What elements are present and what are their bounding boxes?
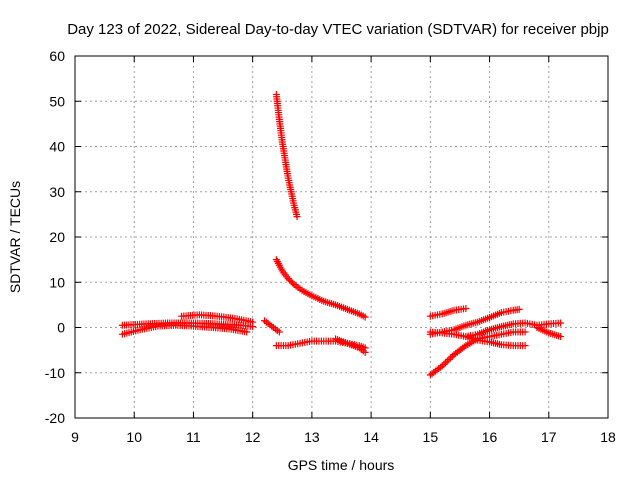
x-tick-label: 16 — [482, 429, 498, 445]
series-arc-14 — [533, 324, 565, 341]
data-point — [521, 328, 529, 336]
data-point — [462, 304, 470, 312]
y-tick-label: 10 — [49, 274, 65, 290]
y-tick-label: 20 — [49, 229, 65, 245]
y-tick-label: 40 — [49, 139, 65, 155]
data-point — [443, 357, 451, 365]
series-arc-8 — [332, 335, 369, 356]
data-point — [287, 278, 295, 286]
x-tick-label: 10 — [126, 429, 142, 445]
grid — [75, 56, 608, 418]
series-arc-9 — [426, 304, 470, 320]
y-tick-label: 30 — [49, 184, 65, 200]
x-tick-label: 18 — [600, 429, 616, 445]
y-tick-label: -10 — [45, 365, 65, 381]
data-point — [521, 342, 529, 350]
data-point — [289, 279, 297, 287]
y-tick-label: 60 — [49, 48, 65, 64]
x-tick-label: 14 — [363, 429, 379, 445]
y-tick-label: 0 — [57, 320, 65, 336]
series-arc-13 — [462, 319, 565, 341]
x-tick-label: 9 — [71, 429, 79, 445]
data-point — [286, 276, 294, 284]
y-axis-title: SDTVAR / TECUs — [7, 181, 23, 293]
data-point — [557, 333, 565, 341]
data-point — [243, 328, 251, 336]
data-point — [557, 319, 565, 327]
data-point — [284, 275, 292, 283]
data-point — [361, 348, 369, 356]
data-point — [249, 318, 257, 326]
plot-frame — [74, 55, 609, 419]
x-tick-label: 13 — [304, 429, 320, 445]
data-point — [438, 362, 446, 370]
chart-title: Day 123 of 2022, Sidereal Day-to-day VTE… — [67, 21, 609, 38]
series-arc-3 — [178, 311, 257, 326]
series-arc-12 — [426, 328, 529, 350]
data-point — [515, 305, 523, 313]
series-arc-4 — [261, 317, 283, 336]
data-point — [447, 354, 455, 362]
x-tick-label: 12 — [245, 429, 261, 445]
y-tick-label: -20 — [45, 410, 65, 426]
data-point — [293, 213, 301, 221]
data-point — [440, 360, 448, 368]
x-tick-label: 11 — [186, 429, 201, 445]
data-point — [445, 355, 453, 363]
series-arc-6 — [272, 256, 369, 321]
x-tick-label: 15 — [423, 429, 439, 445]
axis-ticks: 9 10 11 12 13 14 15 16 17 18 -20 -10 0 10 20 30 40 50 60 — [45, 48, 616, 445]
data-point — [361, 313, 369, 321]
series-arc-5 — [272, 90, 301, 221]
data-point — [460, 343, 468, 351]
x-axis-title: GPS time / hours — [288, 457, 395, 473]
y-tick-label: 50 — [49, 93, 65, 109]
data-point — [275, 328, 283, 336]
series-arc-2 — [118, 319, 257, 331]
data-point — [442, 359, 450, 367]
x-tick-label: 17 — [541, 429, 557, 445]
data-points — [118, 90, 565, 379]
